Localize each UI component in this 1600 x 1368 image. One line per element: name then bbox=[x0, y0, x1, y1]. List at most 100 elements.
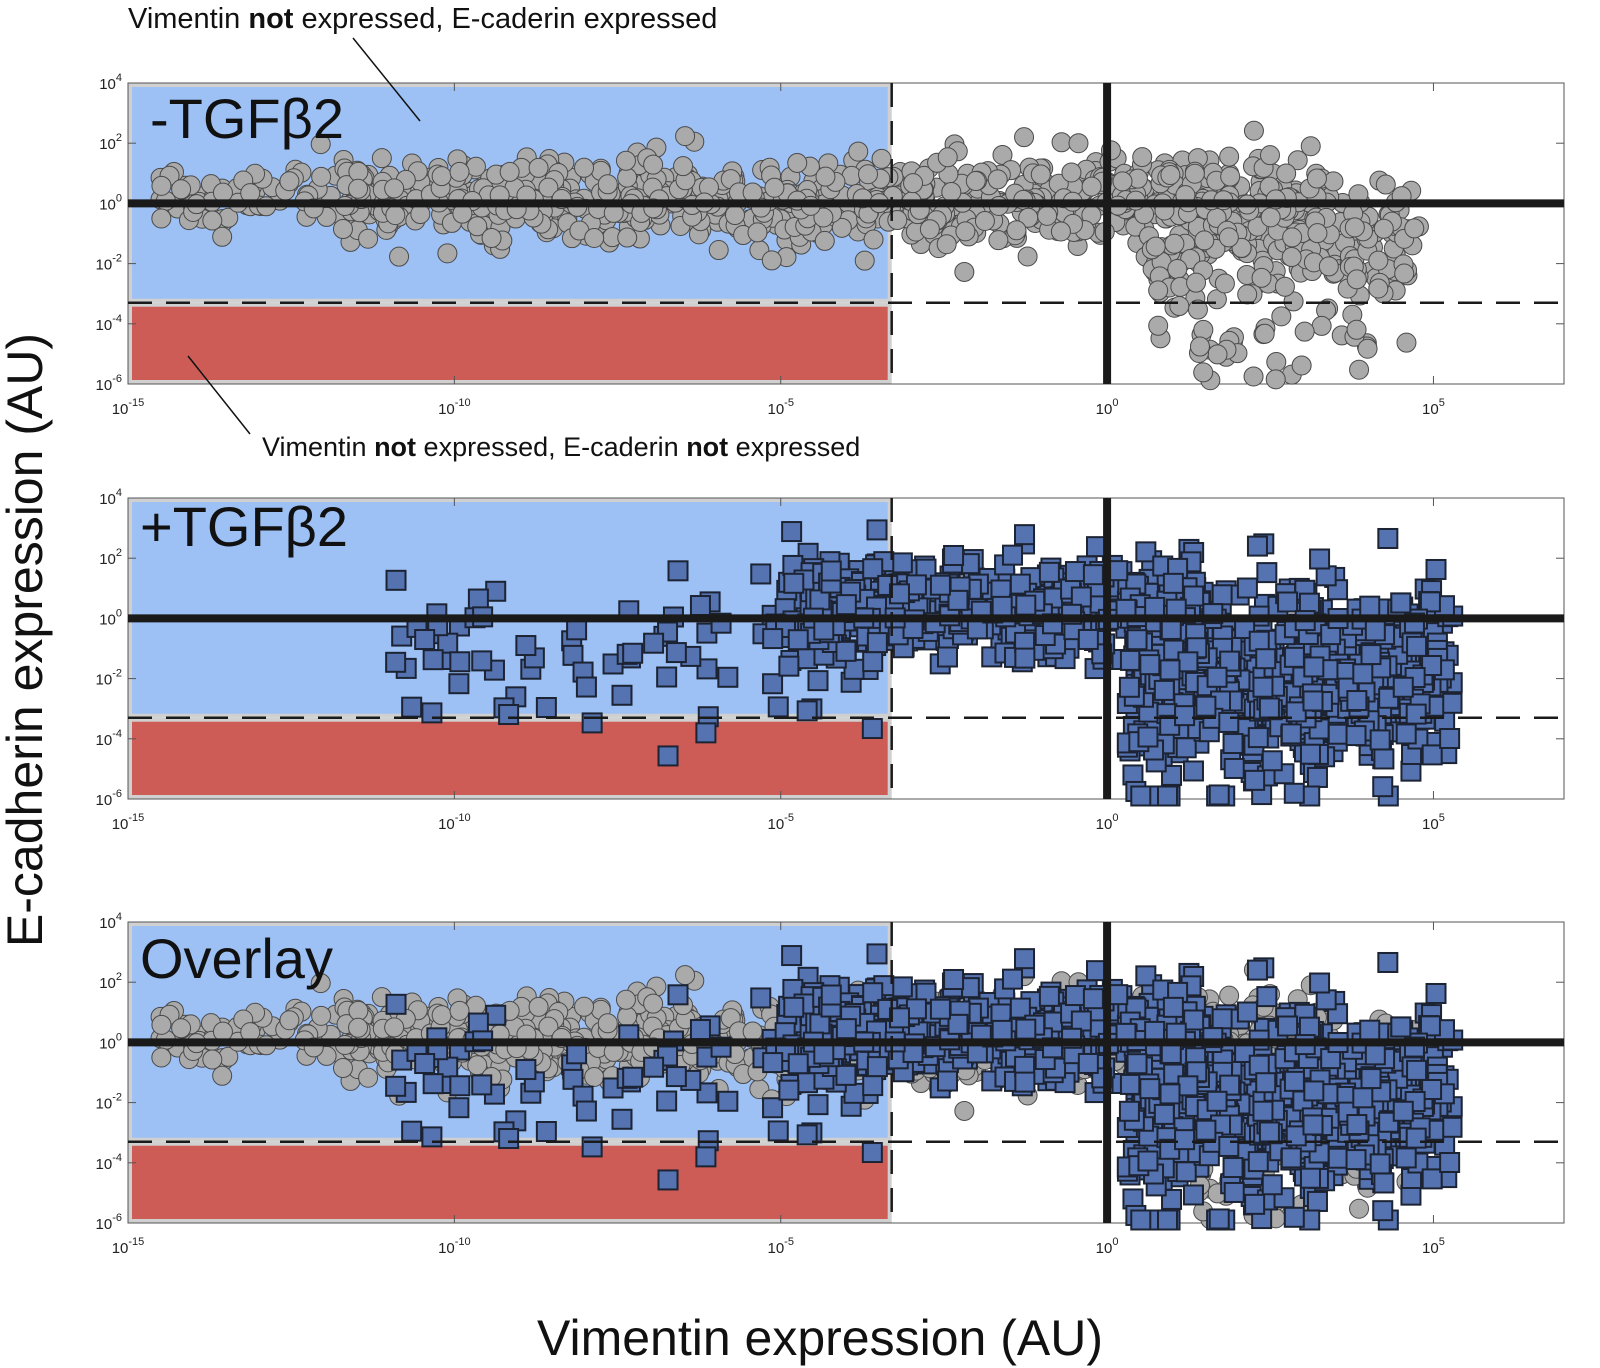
point-treated bbox=[807, 670, 829, 692]
point-treated bbox=[1441, 1116, 1463, 1138]
x-tick-exp: -5 bbox=[784, 397, 794, 409]
point-untreated bbox=[858, 164, 879, 185]
point-treated bbox=[1246, 535, 1268, 557]
point-untreated bbox=[202, 210, 223, 231]
point-untreated bbox=[279, 171, 300, 192]
point-untreated bbox=[528, 996, 549, 1017]
point-untreated bbox=[1006, 220, 1027, 241]
y-tick-base: 10 bbox=[96, 1216, 113, 1233]
point-treated bbox=[1256, 562, 1278, 584]
point-treated bbox=[1247, 727, 1269, 749]
point-treated bbox=[1236, 577, 1258, 599]
point-untreated bbox=[449, 1000, 470, 1021]
point-treated bbox=[861, 718, 883, 740]
point-treated bbox=[936, 646, 958, 668]
point-treated bbox=[866, 519, 888, 541]
point-untreated bbox=[1281, 247, 1302, 268]
point-treated bbox=[689, 1019, 711, 1041]
point-treated bbox=[1405, 703, 1427, 725]
point-treated bbox=[767, 696, 789, 718]
point-untreated bbox=[742, 182, 763, 203]
point-untreated bbox=[1206, 289, 1227, 310]
y-tick-label: 104 bbox=[99, 911, 122, 932]
point-untreated bbox=[1017, 246, 1038, 267]
point-untreated bbox=[212, 182, 233, 203]
point-treated bbox=[1261, 1174, 1283, 1196]
point-untreated bbox=[992, 144, 1013, 165]
point-untreated bbox=[643, 993, 664, 1014]
point-untreated bbox=[151, 208, 172, 229]
point-treated bbox=[1038, 561, 1060, 583]
x-tick-label: 10-15 bbox=[112, 1236, 145, 1257]
point-treated bbox=[835, 1064, 857, 1086]
point-treated bbox=[449, 651, 471, 673]
x-tick-label: 100 bbox=[1096, 1236, 1119, 1257]
point-treated bbox=[1309, 548, 1331, 570]
point-untreated bbox=[1014, 127, 1035, 148]
point-treated bbox=[1377, 951, 1399, 973]
point-treated bbox=[1222, 1157, 1244, 1179]
point-untreated bbox=[212, 1065, 233, 1086]
y-tick-exp: 4 bbox=[116, 487, 122, 499]
point-untreated bbox=[617, 167, 638, 188]
point-treated bbox=[1222, 733, 1244, 755]
point-treated bbox=[1208, 1208, 1230, 1230]
y-tick-base: 10 bbox=[96, 257, 113, 274]
point-treated bbox=[1211, 584, 1233, 606]
point-untreated bbox=[675, 126, 696, 147]
point-untreated bbox=[1030, 164, 1051, 185]
point-treated bbox=[807, 1094, 829, 1116]
point-untreated bbox=[955, 221, 976, 242]
point-untreated bbox=[1254, 323, 1275, 344]
point-treated bbox=[762, 673, 784, 695]
point-treated bbox=[1359, 1019, 1381, 1041]
point-treated bbox=[575, 676, 597, 698]
point-treated bbox=[1119, 649, 1141, 671]
x-tick-base: 10 bbox=[1422, 816, 1439, 833]
point-treated bbox=[611, 684, 633, 706]
point-treated bbox=[581, 712, 603, 734]
point-untreated bbox=[724, 205, 745, 226]
point-treated bbox=[866, 943, 888, 965]
x-tick-exp: -15 bbox=[128, 812, 144, 824]
point-treated bbox=[581, 1136, 603, 1158]
point-treated bbox=[611, 1108, 633, 1130]
point-treated bbox=[1277, 1015, 1299, 1037]
point-treated bbox=[421, 1126, 443, 1148]
point-untreated bbox=[815, 166, 836, 187]
point-treated bbox=[1159, 659, 1181, 681]
point-untreated bbox=[764, 177, 785, 198]
point-untreated bbox=[1259, 145, 1280, 166]
point-treated bbox=[467, 1012, 489, 1034]
point-treated bbox=[1206, 666, 1228, 688]
y-tick-base: 10 bbox=[99, 76, 116, 93]
point-treated bbox=[1246, 959, 1268, 981]
point-treated bbox=[414, 629, 436, 651]
point-treated bbox=[471, 1074, 493, 1096]
point-treated bbox=[657, 1169, 679, 1191]
point-treated bbox=[1303, 656, 1325, 678]
point-treated bbox=[943, 544, 965, 566]
point-treated bbox=[1162, 572, 1184, 594]
point-untreated bbox=[310, 134, 331, 155]
point-treated bbox=[787, 629, 809, 651]
point-untreated bbox=[1318, 256, 1339, 277]
point-untreated bbox=[1346, 319, 1367, 340]
point-untreated bbox=[389, 246, 410, 267]
point-untreated bbox=[1311, 315, 1332, 336]
y-tick-label: 100 bbox=[99, 1031, 122, 1052]
point-untreated bbox=[151, 1014, 172, 1035]
point-treated bbox=[385, 993, 407, 1015]
point-untreated bbox=[584, 1066, 605, 1087]
point-treated bbox=[750, 563, 772, 585]
y-tick-label: 10-6 bbox=[96, 373, 122, 394]
y-tick-label: 100 bbox=[99, 192, 122, 213]
x-tick-base: 10 bbox=[767, 401, 784, 418]
point-untreated bbox=[1169, 296, 1190, 317]
point-treated bbox=[767, 1120, 789, 1142]
point-untreated bbox=[1112, 171, 1133, 192]
x-tick-label: 10-10 bbox=[438, 397, 471, 418]
point-treated bbox=[1327, 723, 1349, 745]
x-tick-base: 10 bbox=[438, 1240, 455, 1257]
point-untreated bbox=[988, 230, 1009, 251]
